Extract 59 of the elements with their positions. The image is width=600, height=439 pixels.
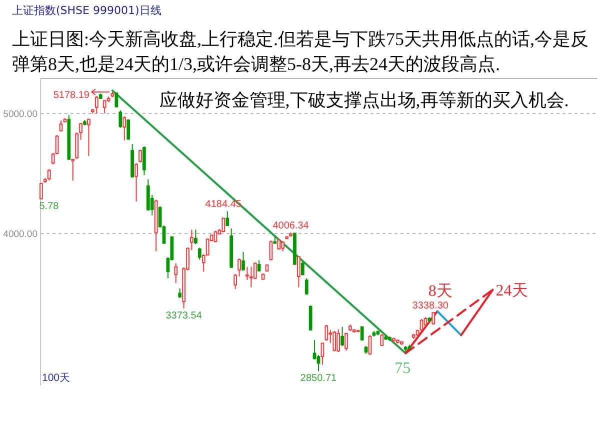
candlestick: [324, 324, 328, 342]
annotation: 5178.19: [53, 90, 90, 102]
candlestick: [242, 251, 245, 271]
candlestick: [312, 340, 316, 360]
annotation: 75: [394, 360, 411, 378]
candlestick: [304, 278, 308, 295]
candlestick: [214, 230, 218, 243]
candlestick: [222, 217, 226, 233]
candlestick: [118, 110, 122, 128]
candlestick: [146, 178, 150, 212]
candlestick: [122, 116, 126, 141]
candlestick: [126, 118, 130, 140]
candlestick: [102, 100, 106, 114]
candlestick: [316, 354, 320, 372]
candlestick: [142, 146, 146, 176]
candlestick: [340, 326, 344, 347]
candlestick: [308, 304, 312, 331]
annotation: 8天: [428, 283, 452, 300]
annotation: 3373.54: [166, 310, 202, 322]
annotation: 100天: [42, 372, 71, 384]
chart-subtitle: 上证日图:今天新高收盘,上行稳定.但若是与下跌75天共用低点的话,今是反弹第8天,也是24天的1/3,或许会调整5-8天,再去24天的波段高点.: [12, 29, 589, 74]
candlestick: [234, 274, 237, 290]
annotation: 应做好资金管理,下破支撑点出场,再等新的买入机会.: [159, 90, 569, 110]
candlestick: [178, 288, 182, 299]
y-tick-label: 5000.00: [3, 108, 38, 120]
candlestick: [87, 118, 90, 156]
candlestick: [269, 240, 273, 261]
candlestick: [138, 149, 142, 164]
candlestick: [198, 247, 202, 260]
candlestick: [332, 330, 336, 352]
candlestick: [300, 262, 304, 276]
annotation: 4006.34: [272, 220, 310, 232]
candlestick: [238, 258, 241, 277]
candlestick: [257, 260, 261, 272]
annotation: 2850.71: [300, 373, 338, 384]
candlestick: [253, 262, 257, 280]
candlestick: [40, 182, 43, 200]
candlestick: [226, 210, 230, 227]
candlestick: [59, 120, 63, 132]
candlestick: [281, 240, 285, 252]
chart-title: 上证指数(SHSE 999001)日线: [12, 4, 162, 17]
candlestick: [297, 256, 300, 288]
candlestick: [134, 162, 138, 202]
candlestick: [94, 95, 98, 114]
candlestick: [114, 92, 118, 108]
candlestick: [368, 334, 372, 356]
candlestick: [174, 262, 178, 284]
candlestick: [194, 229, 198, 245]
candlestick: [344, 332, 348, 352]
y-tick-label: 4000.00: [3, 228, 38, 240]
annotation: 3338.30: [412, 300, 449, 312]
candlestick: [432, 312, 436, 325]
candlestick: [360, 326, 364, 342]
candlestick: [336, 328, 340, 353]
annotation: 5.78: [39, 201, 60, 212]
candlestick: [47, 168, 51, 182]
candlestick: [249, 266, 253, 288]
annotation: 24天: [496, 282, 528, 300]
candlestick: [71, 158, 75, 182]
